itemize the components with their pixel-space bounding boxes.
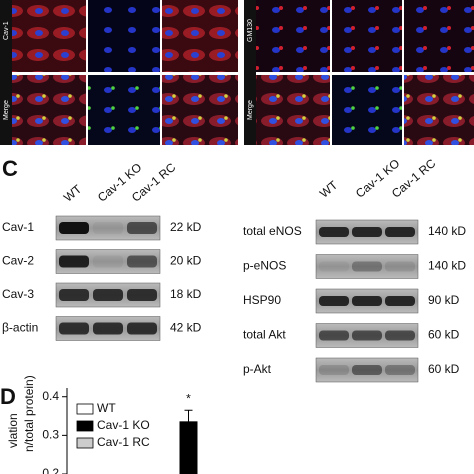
mw-label: 18 kD [170,287,202,301]
row-label: Cav-2 [2,254,34,268]
band [93,322,123,335]
mw-label: 42 kD [170,321,202,335]
band [385,227,415,237]
mw-label: 60 kD [428,362,460,376]
band [352,296,382,306]
legend-label: WT [97,401,116,415]
row-label: Merge [247,100,254,120]
band [319,330,349,341]
band [385,330,415,341]
band [93,222,123,234]
micrographs [0,0,474,145]
band [319,227,349,237]
row-label: Merge [3,100,10,120]
legend-label: Cav-1 KO [97,418,150,432]
mw-label: 60 kD [428,328,460,342]
legend-swatch [76,403,94,415]
y-tick-label: 0.2 [42,466,59,474]
mw-label: 90 kD [428,293,460,307]
row-label: Cav-3 [2,287,34,301]
y-axis-label: n/total protein) [22,375,36,452]
row-label: Cav-1 [3,21,10,40]
band [59,289,89,301]
band [59,222,89,234]
row-label: p-eNOS [243,259,286,273]
legend-label: Cav-1 RC [97,435,150,449]
blot-strip [315,254,419,279]
band [93,255,123,268]
y-axis-label: vlation [6,413,20,448]
row-label: β-actin [2,321,38,335]
band [352,365,382,375]
band [319,296,349,306]
row-label: p-Akt [243,362,272,376]
band [93,289,123,301]
bar [179,421,198,474]
lane-label: WT [61,182,85,205]
band [385,365,415,375]
row-label: total Akt [243,328,286,342]
band [59,255,89,268]
band [127,322,157,335]
row-label: Cav-1 [2,220,34,234]
panel-letter: D [0,384,16,409]
mw-label: 22 kD [170,220,202,234]
band [127,289,157,301]
band [352,261,382,272]
band [127,255,157,268]
band [59,322,89,335]
band [127,222,157,234]
annotation: * [186,391,191,405]
y-tick-label: 0.3 [42,428,59,442]
row-label: total eNOS [243,224,302,238]
row-label: GM130 [247,19,254,42]
legend-swatch [76,437,94,449]
mw-label: 140 kD [428,224,466,238]
band [385,261,415,272]
band [352,330,382,341]
y-tick-label: 0.4 [42,389,59,403]
panel-letter: C [2,156,18,181]
band [319,261,349,272]
row-label: HSP90 [243,293,281,307]
band [352,227,382,237]
lane-label: WT [317,178,341,201]
band [385,296,415,306]
legend-swatch [76,420,94,432]
band [319,365,349,375]
mw-label: 140 kD [428,259,466,273]
mw-label: 20 kD [170,254,202,268]
